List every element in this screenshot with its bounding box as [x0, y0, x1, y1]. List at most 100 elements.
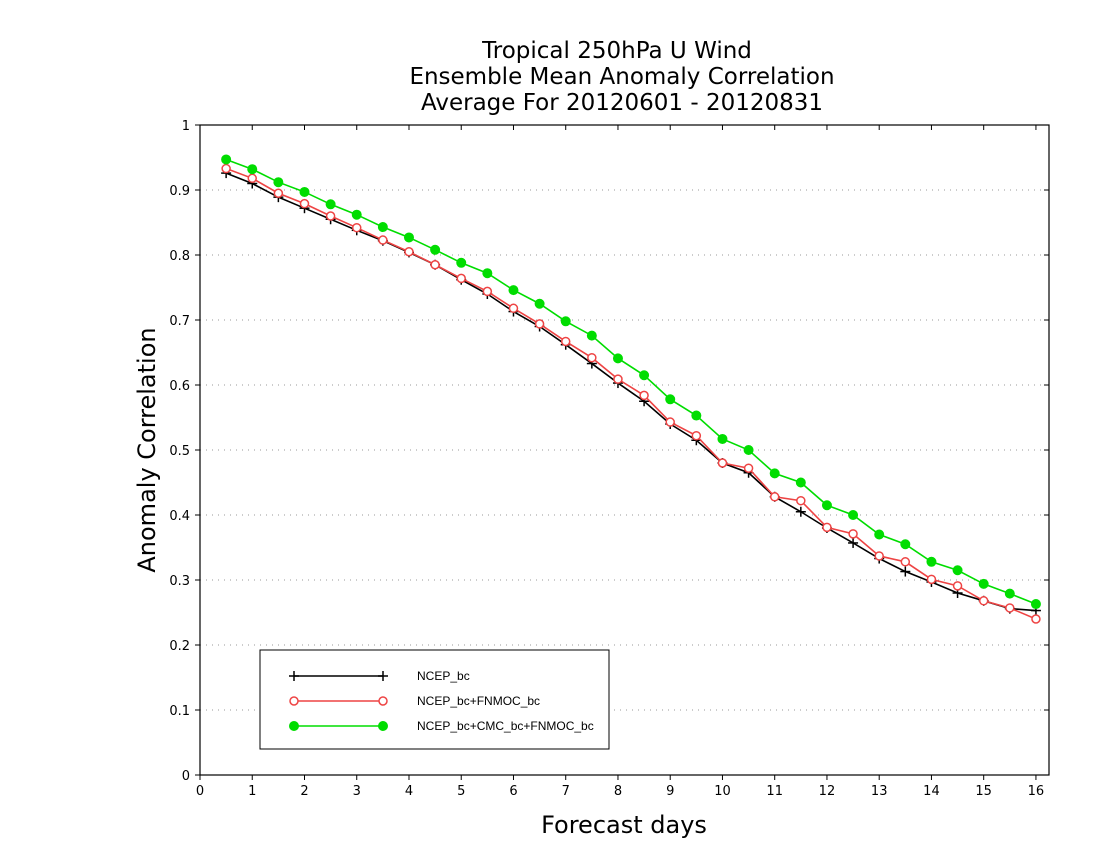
data-point-2-28 — [952, 565, 963, 576]
y-tick-label: 0.7 — [169, 314, 190, 329]
data-point-2-26 — [900, 539, 911, 550]
data-point-1-26 — [900, 557, 911, 567]
data-point-1-15 — [613, 374, 623, 384]
data-point-1-7 — [404, 247, 414, 257]
x-tick-label: 6 — [509, 784, 517, 799]
series-1 — [221, 163, 1041, 624]
data-point-2-29 — [978, 578, 989, 589]
data-point-1-6 — [378, 235, 388, 245]
legend-label: NCEP_bc — [417, 669, 470, 683]
x-tick-label: 1 — [248, 784, 256, 799]
data-point-2-16 — [639, 370, 650, 381]
data-point-0-26 — [900, 566, 911, 577]
chart-title: Tropical 250hPa U Wind Ensemble Mean Ano… — [409, 38, 834, 116]
y-tick-label: 1 — [182, 119, 190, 134]
legend-marker-end — [378, 721, 388, 731]
y-tick-label: 0.2 — [169, 639, 190, 654]
data-point-1-23 — [822, 522, 832, 533]
data-point-1-16 — [639, 390, 649, 401]
data-point-1-1 — [247, 173, 257, 184]
y-tick-label: 0.8 — [169, 249, 190, 264]
legend-marker-start — [289, 721, 299, 731]
data-point-2-14 — [586, 330, 597, 341]
legend-label: NCEP_bc+CMC_bc+FNMOC_bc — [417, 719, 594, 733]
chart-title-line-1: Tropical 250hPa U Wind — [481, 38, 752, 64]
data-point-2-21 — [769, 468, 780, 479]
data-point-1-24 — [848, 529, 858, 539]
data-point-2-23 — [821, 500, 832, 511]
y-tick-label: 0.4 — [169, 509, 190, 524]
series-2 — [221, 154, 1041, 610]
data-point-2-4 — [325, 199, 336, 210]
series-line-0 — [225, 172, 1036, 612]
data-point-1-0 — [221, 163, 231, 174]
data-point-1-13 — [560, 336, 571, 347]
data-point-1-25 — [874, 551, 884, 561]
data-point-1-5 — [351, 222, 362, 233]
data-point-2-1 — [247, 164, 258, 175]
y-tick-label: 0.5 — [169, 444, 190, 459]
legend-marker-start — [289, 671, 299, 681]
x-tick-label: 10 — [714, 784, 731, 799]
data-point-2-24 — [848, 510, 859, 520]
data-point-2-8 — [430, 244, 441, 255]
data-point-2-3 — [299, 186, 310, 197]
data-point-2-5 — [351, 209, 362, 220]
data-point-0-24 — [848, 537, 859, 548]
data-point-2-9 — [456, 257, 467, 268]
data-point-2-31 — [1030, 599, 1041, 610]
data-point-1-21 — [769, 492, 780, 502]
data-point-2-22 — [795, 477, 806, 488]
x-axis-label: Forecast days — [541, 811, 707, 839]
data-point-1-8 — [430, 260, 440, 270]
data-point-1-30 — [1005, 603, 1015, 613]
data-point-0-22 — [795, 506, 806, 517]
legend-item-2: NCEP_bc+CMC_bc+FNMOC_bc — [289, 719, 594, 733]
y-axis-label: Anomaly Correlation — [133, 327, 161, 572]
chart-title-line-2: Ensemble Mean Anomaly Correlation — [409, 64, 834, 90]
data-point-1-22 — [796, 495, 806, 506]
x-tick-label: 3 — [353, 784, 361, 799]
data-point-1-31 — [1031, 614, 1041, 624]
data-point-2-0 — [221, 154, 232, 165]
x-tick-label: 16 — [1028, 784, 1045, 799]
data-point-1-2 — [273, 188, 284, 198]
data-point-1-18 — [691, 430, 702, 441]
x-tick-label: 14 — [923, 784, 940, 799]
data-point-1-9 — [456, 273, 466, 284]
chart-title-line-3: Average For 20120601 - 20120831 — [421, 90, 823, 116]
x-tick-label: 12 — [819, 784, 836, 799]
legend-marker-end — [378, 696, 388, 706]
data-point-1-19 — [717, 458, 728, 468]
x-tick-label: 15 — [975, 784, 992, 799]
legend-label: NCEP_bc+FNMOC_bc — [417, 694, 540, 708]
data-point-2-12 — [534, 298, 545, 309]
data-point-1-28 — [952, 581, 963, 591]
data-point-1-10 — [482, 286, 493, 297]
legend-marker-end — [378, 671, 388, 681]
legend: NCEP_bc NCEP_bc+FNMOC_bc NCEP_bc+CMC_bc+FN… — [259, 649, 610, 750]
data-point-2-10 — [482, 268, 493, 279]
x-tick-label: 2 — [300, 784, 308, 799]
legend-box — [259, 649, 610, 750]
y-tick-label: 0.9 — [169, 184, 190, 199]
data-point-1-20 — [743, 463, 754, 473]
gridlines — [200, 189, 1049, 711]
data-point-2-18 — [691, 410, 702, 421]
data-point-1-3 — [299, 198, 310, 209]
x-tick-label: 11 — [766, 784, 783, 799]
x-tick-label: 0 — [196, 784, 204, 799]
x-tick-label: 9 — [666, 784, 674, 799]
data-point-2-7 — [403, 232, 414, 243]
data-point-1-4 — [325, 211, 336, 221]
data-point-2-2 — [273, 177, 284, 188]
data-point-1-27 — [926, 574, 937, 585]
y-tick-label: 0.3 — [169, 574, 190, 589]
series-0 — [221, 168, 1041, 616]
series-line-1 — [225, 167, 1037, 620]
data-point-2-20 — [743, 445, 754, 455]
legend-marker-start — [289, 696, 299, 706]
data-point-1-12 — [534, 319, 545, 329]
data-point-2-19 — [717, 433, 728, 444]
